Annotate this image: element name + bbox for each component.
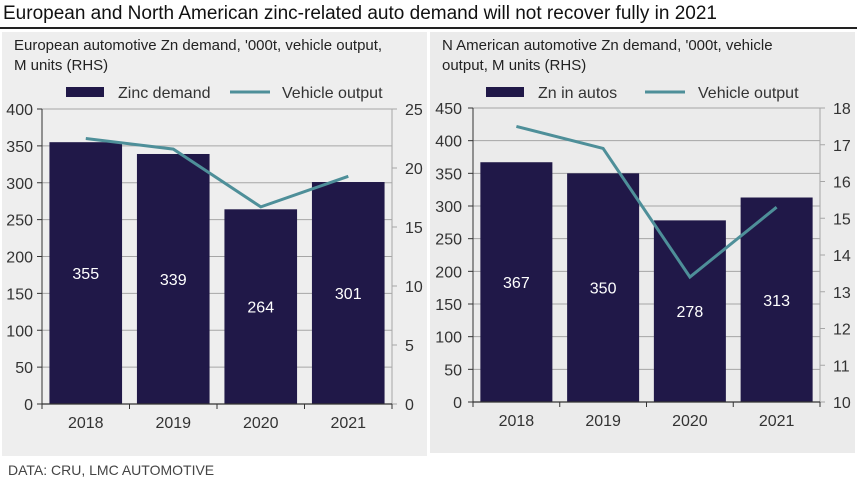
title-divider	[0, 27, 857, 29]
north-america-chart-title: N American automotive Zn demand, '000t, …	[442, 36, 847, 76]
europe-x-tick-label: 2019	[155, 415, 191, 432]
europe-left-tick-label: 250	[6, 213, 33, 230]
europe-legend-bar-label: Zinc demand	[118, 85, 211, 102]
europe-legend-line-label: Vehicle output	[282, 85, 383, 102]
north-america-left-tick-label: 450	[435, 101, 462, 118]
north-america-left-tick-label: 0	[453, 395, 462, 412]
north-america-right-tick-label: 18	[833, 101, 851, 118]
europe-chart-title-line-2: M units (RHS)	[14, 57, 109, 74]
europe-left-tick-label: 200	[6, 250, 33, 267]
north-america-right-tick-label: 10	[833, 395, 851, 412]
europe-chart-title-line-1: European automotive Zn demand, '000t, ve…	[14, 37, 383, 54]
north-america-left-tick-label: 250	[435, 232, 462, 249]
north-america-bar-label-2019: 350	[590, 281, 617, 298]
europe-right-tick-label: 0	[405, 397, 414, 414]
north-america-left-tick-label: 300	[435, 199, 462, 216]
europe-right-tick-label: 15	[405, 220, 423, 237]
north-america-bar-2019	[567, 173, 640, 402]
north-america-left-tick-label: 400	[435, 134, 462, 151]
north-america-left-tick-label: 200	[435, 264, 462, 281]
north-america-right-tick-label: 12	[833, 322, 851, 339]
north-america-right-tick-label: 13	[833, 285, 851, 302]
data-source: DATA: CRU, LMC AUTOMOTIVE	[8, 462, 215, 478]
north-america-left-tick-label: 350	[435, 166, 462, 183]
europe-chart-title: European automotive Zn demand, '000t, ve…	[14, 36, 419, 76]
europe-bar-label-2020: 264	[247, 300, 274, 317]
north-america-bar-label-2020: 278	[677, 304, 704, 321]
europe-right-tick-label: 5	[405, 338, 414, 355]
europe-left-tick-label: 150	[6, 286, 33, 303]
europe-x-tick-label: 2021	[330, 415, 366, 432]
europe-x-tick-label: 2018	[68, 415, 104, 432]
europe-left-tick-label: 300	[6, 176, 33, 193]
north-america-bar-label-2021: 313	[763, 293, 790, 310]
europe-legend-bar-swatch	[66, 87, 104, 97]
north-america-x-tick-label: 2018	[499, 413, 535, 430]
europe-bar-2021	[311, 182, 385, 404]
europe-right-tick-label: 20	[405, 161, 423, 178]
europe-left-tick-label: 100	[6, 323, 33, 340]
north-america-x-tick-label: 2020	[672, 413, 708, 430]
north-america-x-tick-label: 2019	[585, 413, 621, 430]
europe-left-tick-label: 0	[24, 397, 33, 414]
north-america-bar-label-2018: 367	[503, 275, 530, 292]
europe-x-tick-label: 2020	[243, 415, 279, 432]
north-america-left-tick-label: 150	[435, 297, 462, 314]
north-america-bar-2020	[653, 220, 726, 402]
europe-bar-label-2021: 301	[335, 286, 362, 303]
main-title: European and North American zinc-related…	[3, 3, 717, 24]
north-america-x-tick-label: 2021	[759, 413, 795, 430]
north-america-chart-title-line-2: output, M units (RHS)	[442, 57, 587, 74]
europe-bar-2018	[49, 142, 123, 404]
north-america-vehicle-output-line	[516, 124, 778, 280]
europe-bar-2019	[136, 153, 210, 404]
north-america-right-tick-label: 14	[833, 248, 851, 265]
europe-vehicle-output-line	[85, 137, 349, 209]
europe-right-tick-label: 25	[405, 102, 423, 119]
north-america-right-tick-label: 17	[833, 138, 851, 155]
north-america-left-tick-label: 100	[435, 330, 462, 347]
europe-left-tick-label: 350	[6, 139, 33, 156]
north-america-bar-2018	[480, 162, 553, 402]
europe-right-tick-label: 10	[405, 279, 423, 296]
europe-bar-label-2018: 355	[72, 266, 99, 283]
north-america-bar-2021	[740, 197, 813, 402]
europe-left-tick-label: 400	[6, 102, 33, 119]
europe-bar-label-2019: 339	[160, 272, 187, 289]
europe-bar-2020	[224, 209, 298, 404]
north-america-legend-bar-swatch	[486, 87, 524, 97]
north-america-legend-line-label: Vehicle output	[698, 85, 799, 102]
north-america-right-tick-label: 16	[833, 175, 851, 192]
europe-left-tick-label: 50	[15, 360, 33, 377]
north-america-right-tick-label: 15	[833, 211, 851, 228]
north-america-left-tick-label: 50	[444, 362, 462, 379]
north-america-right-tick-label: 11	[833, 358, 850, 375]
north-america-legend-bar-label: Zn in autos	[538, 85, 617, 102]
north-america-chart-title-line-1: N American automotive Zn demand, '000t, …	[442, 37, 773, 54]
